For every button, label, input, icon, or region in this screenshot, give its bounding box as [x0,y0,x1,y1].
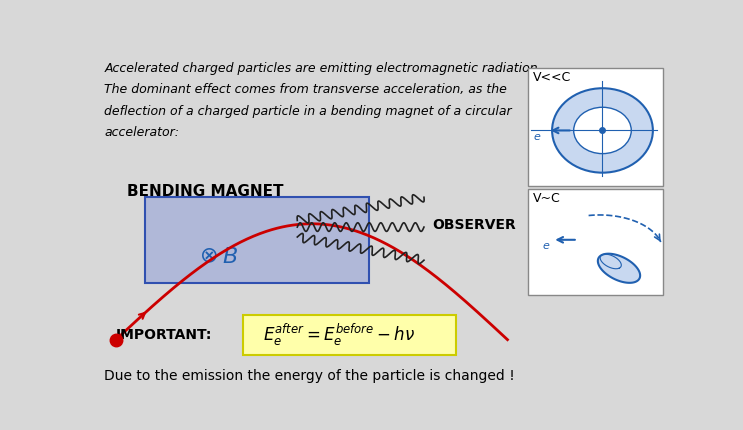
Text: BENDING MAGNET: BENDING MAGNET [128,184,284,199]
Text: OBSERVER: OBSERVER [432,218,516,233]
FancyBboxPatch shape [528,68,663,186]
Ellipse shape [574,107,632,154]
FancyBboxPatch shape [528,189,663,295]
Text: e: e [533,132,540,142]
Text: Due to the emission the energy of the particle is changed !: Due to the emission the energy of the pa… [104,369,515,384]
Text: $\mathbf{\mathit{B}}$: $\mathbf{\mathit{B}}$ [222,247,239,267]
Text: e: e [542,242,549,252]
FancyBboxPatch shape [242,315,455,355]
FancyBboxPatch shape [145,197,369,283]
Text: $E_e^{after} = E_e^{before} - h\nu$: $E_e^{after} = E_e^{before} - h\nu$ [263,322,415,348]
Text: IMPORTANT:: IMPORTANT: [116,328,212,342]
Text: accelerator:: accelerator: [104,126,179,139]
Polygon shape [598,254,640,283]
Text: $\otimes$: $\otimes$ [199,247,218,267]
Text: V~C: V~C [533,192,561,205]
Text: deflection of a charged particle in a bending magnet of a circular: deflection of a charged particle in a be… [104,104,512,117]
Ellipse shape [552,88,653,173]
Text: Accelerated charged particles are emitting electromagnetic radiation.: Accelerated charged particles are emitti… [104,61,542,74]
Text: The dominant effect comes from transverse acceleration, as the: The dominant effect comes from transvers… [104,83,507,96]
Text: V<<C: V<<C [533,71,571,84]
